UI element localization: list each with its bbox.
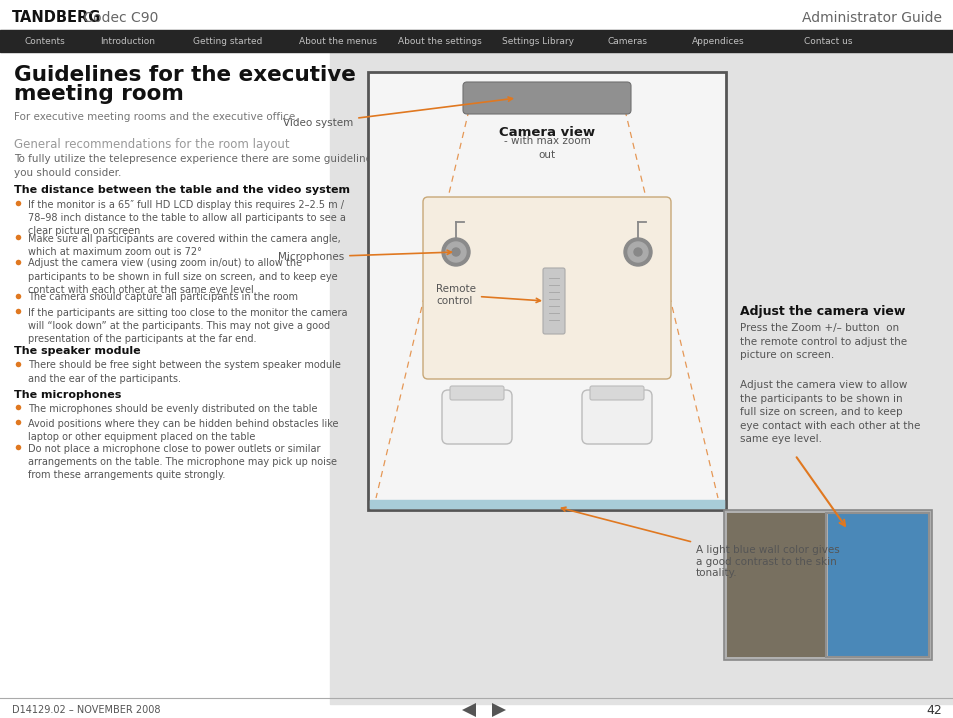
FancyBboxPatch shape <box>441 390 512 444</box>
Text: meeting room: meeting room <box>14 84 184 104</box>
Text: Introduction: Introduction <box>100 37 155 45</box>
Text: Microphones: Microphones <box>277 250 451 262</box>
Text: Administrator Guide: Administrator Guide <box>801 11 941 25</box>
Text: The microphones: The microphones <box>14 390 121 400</box>
Circle shape <box>623 238 651 266</box>
Text: Adjust the camera view: Adjust the camera view <box>740 305 904 318</box>
Text: The distance between the table and the video system: The distance between the table and the v… <box>14 185 350 195</box>
Polygon shape <box>461 703 476 717</box>
Polygon shape <box>492 703 505 717</box>
Text: Adjust the camera view (using zoom in/out) to allow the
participants to be shown: Adjust the camera view (using zoom in/ou… <box>28 258 337 294</box>
Bar <box>827 513 928 657</box>
FancyBboxPatch shape <box>422 197 670 379</box>
Text: The microphones should be evenly distributed on the table: The microphones should be evenly distrib… <box>28 404 317 414</box>
Circle shape <box>441 238 470 266</box>
Text: Camera view: Camera view <box>498 126 595 139</box>
Text: Make sure all participants are covered within the camera angle,
which at maximum: Make sure all participants are covered w… <box>28 234 340 257</box>
Text: Settings Library: Settings Library <box>501 37 574 45</box>
Circle shape <box>452 248 459 256</box>
Text: If the participants are sitting too close to the monitor the camera
will “look d: If the participants are sitting too clos… <box>28 307 347 344</box>
Text: There should be free sight between the system speaker module
and the ear of the : There should be free sight between the s… <box>28 360 340 383</box>
Text: Getting started: Getting started <box>193 37 262 45</box>
Text: Avoid positions where they can be hidden behind obstacles like
laptop or other e: Avoid positions where they can be hidden… <box>28 419 338 442</box>
FancyBboxPatch shape <box>462 82 630 114</box>
Text: About the settings: About the settings <box>397 37 481 45</box>
Text: Remote
control: Remote control <box>436 284 539 306</box>
Text: Appendices: Appendices <box>691 37 743 45</box>
FancyBboxPatch shape <box>450 386 503 400</box>
Text: A light blue wall color gives
a good contrast to the skin
tonality.: A light blue wall color gives a good con… <box>561 507 839 578</box>
FancyBboxPatch shape <box>589 386 643 400</box>
Text: TANDBERG: TANDBERG <box>12 11 101 26</box>
Text: Do not place a microphone close to power outlets or similar
arrangements on the : Do not place a microphone close to power… <box>28 444 336 480</box>
Text: About the menus: About the menus <box>298 37 376 45</box>
Text: Codec C90: Codec C90 <box>79 11 158 25</box>
Circle shape <box>634 248 641 256</box>
Text: The camera should capture all participants in the room: The camera should capture all participan… <box>28 292 297 302</box>
Text: To fully utilize the telepresence experience there are some guidelines
you shoul: To fully utilize the telepresence experi… <box>14 154 377 177</box>
Text: The speaker module: The speaker module <box>14 347 140 357</box>
FancyBboxPatch shape <box>581 390 651 444</box>
Circle shape <box>446 242 465 262</box>
Text: - with max zoom
out: - with max zoom out <box>503 136 590 159</box>
Text: Guidelines for the executive: Guidelines for the executive <box>14 65 355 85</box>
Bar <box>825 513 928 657</box>
Bar <box>726 513 825 657</box>
FancyBboxPatch shape <box>542 268 564 334</box>
Circle shape <box>627 242 647 262</box>
Text: 42: 42 <box>925 704 941 717</box>
Text: Cameras: Cameras <box>607 37 647 45</box>
Text: For executive meeting rooms and the executive office.: For executive meeting rooms and the exec… <box>14 112 298 122</box>
Bar <box>370 500 723 508</box>
Bar <box>0 30 953 52</box>
Text: Contents: Contents <box>25 37 66 45</box>
Text: D14129.02 – NOVEMBER 2008: D14129.02 – NOVEMBER 2008 <box>12 705 160 715</box>
Text: Press the Zoom +/– button  on
the remote control to adjust the
picture on screen: Press the Zoom +/– button on the remote … <box>740 323 906 360</box>
Text: Adjust the camera view to allow
the participants to be shown in
full size on scr: Adjust the camera view to allow the part… <box>740 380 920 444</box>
Bar <box>330 52 953 704</box>
Text: Video system: Video system <box>283 97 512 128</box>
Bar <box>368 72 725 510</box>
Text: Contact us: Contact us <box>803 37 851 45</box>
Bar <box>723 510 931 660</box>
Text: General recommendations for the room layout: General recommendations for the room lay… <box>14 138 290 151</box>
Text: If the monitor is a 65″ full HD LCD display this requires 2–2.5 m /
78–98 inch d: If the monitor is a 65″ full HD LCD disp… <box>28 200 346 236</box>
